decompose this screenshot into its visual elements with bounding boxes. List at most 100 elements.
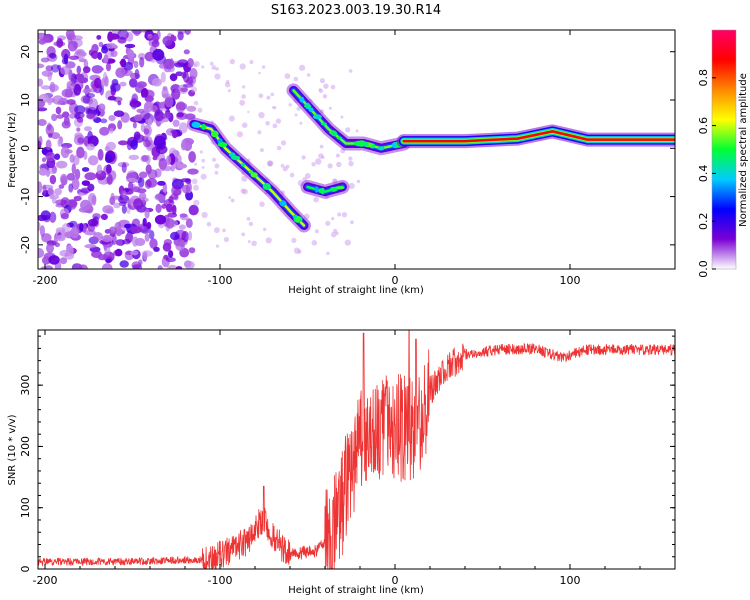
noise-blob [76, 65, 82, 75]
noise-dot [247, 110, 250, 114]
noise-dot [356, 179, 361, 184]
heatmap-xtick-label: -100 [208, 274, 233, 287]
noise-blob [141, 135, 149, 142]
colorbar-frame [711, 29, 737, 270]
heatmap-ylabel: Frequency (Hz) [7, 112, 18, 188]
noise-blob [38, 63, 45, 69]
snr-xtick-label: 0 [392, 574, 399, 587]
noise-blob [38, 78, 44, 87]
noise-dot [266, 95, 271, 100]
noise-blob [182, 83, 194, 88]
noise-blob [79, 222, 84, 232]
noise-dot [209, 61, 214, 66]
noise-blob [115, 67, 126, 78]
noise-blob [38, 135, 43, 146]
noise-blob [98, 103, 106, 112]
noise-blob [56, 38, 64, 48]
noise-blob [105, 258, 112, 264]
noise-blob [157, 180, 166, 186]
noise-dot [348, 182, 355, 190]
noise-blob [160, 71, 166, 83]
noise-blob [73, 83, 82, 96]
noise-blob [38, 248, 45, 258]
noise-blob [149, 230, 155, 240]
noise-blob [47, 71, 53, 81]
noise-blob [126, 170, 138, 180]
noise-dot [258, 93, 264, 99]
noise-blob [106, 42, 117, 49]
noise-blob [55, 160, 68, 169]
noise-blob [133, 30, 141, 36]
noise-blob [88, 155, 99, 166]
noise-blob [144, 95, 154, 103]
noise-blob [56, 114, 64, 119]
noise-blob [86, 143, 95, 151]
noise-blob [158, 101, 167, 109]
noise-blob [60, 173, 68, 185]
noise-dot [201, 65, 205, 69]
noise-dot [200, 173, 207, 180]
noise-blob [121, 204, 127, 214]
noise-blob [141, 88, 149, 98]
noise-blob [172, 204, 177, 215]
noise-dot [258, 71, 261, 75]
noise-blob [50, 132, 61, 140]
noise-blob [182, 70, 189, 83]
noise-blob [71, 163, 77, 175]
noise-blob [178, 122, 188, 134]
colorbar-tick-label: 0.4 [697, 165, 710, 183]
noise-dot [337, 212, 342, 217]
noise-blob [144, 208, 150, 219]
noise-blob [164, 111, 171, 119]
noise-dot [206, 221, 212, 227]
noise-blob [128, 181, 134, 191]
noise-dot [275, 118, 282, 124]
noise-blob [97, 149, 104, 161]
noise-dot [265, 237, 272, 244]
noise-blob [106, 164, 112, 174]
noise-blob [80, 199, 91, 211]
noise-dot [215, 67, 219, 71]
noise-blob [136, 81, 147, 88]
noise-blob [168, 196, 174, 204]
noise-blob [130, 226, 143, 234]
heatmap-ytick-label: -10 [19, 188, 32, 206]
ridge-upper-spot [336, 136, 343, 140]
noise-blob [99, 84, 104, 96]
noise-dot [248, 221, 254, 227]
noise-dot [191, 178, 198, 185]
noise-dot [199, 150, 203, 154]
ridge-upper-spot [312, 114, 322, 120]
noise-dot [325, 220, 331, 226]
heatmap-content [38, 30, 675, 269]
noise-dot [193, 199, 200, 206]
noise-blob [162, 242, 172, 252]
noise-blob [132, 264, 143, 269]
noise-dot [242, 188, 248, 195]
noise-blob [175, 102, 188, 111]
noise-blob [41, 157, 47, 163]
noise-dot [270, 92, 275, 97]
noise-blob [103, 54, 109, 64]
noise-blob [117, 120, 123, 130]
noise-blob [67, 40, 78, 52]
noise-dot [322, 94, 328, 99]
noise-blob [181, 142, 192, 150]
noise-dot [267, 160, 273, 166]
noise-blob [136, 108, 145, 113]
ridge-main-spot [293, 214, 298, 219]
snr-xtick-label: -200 [33, 574, 58, 587]
ridge-upper-spot [357, 140, 366, 147]
ridge-upper-spot [304, 104, 312, 108]
noise-blob [146, 35, 159, 40]
noise-dot [214, 170, 219, 175]
noise-blob [155, 203, 162, 213]
noise-blob [60, 146, 70, 159]
noise-blob [39, 225, 46, 237]
noise-blob [93, 232, 103, 241]
noise-blob [141, 154, 149, 162]
noise-dot [348, 69, 353, 73]
noise-dot [239, 63, 246, 70]
